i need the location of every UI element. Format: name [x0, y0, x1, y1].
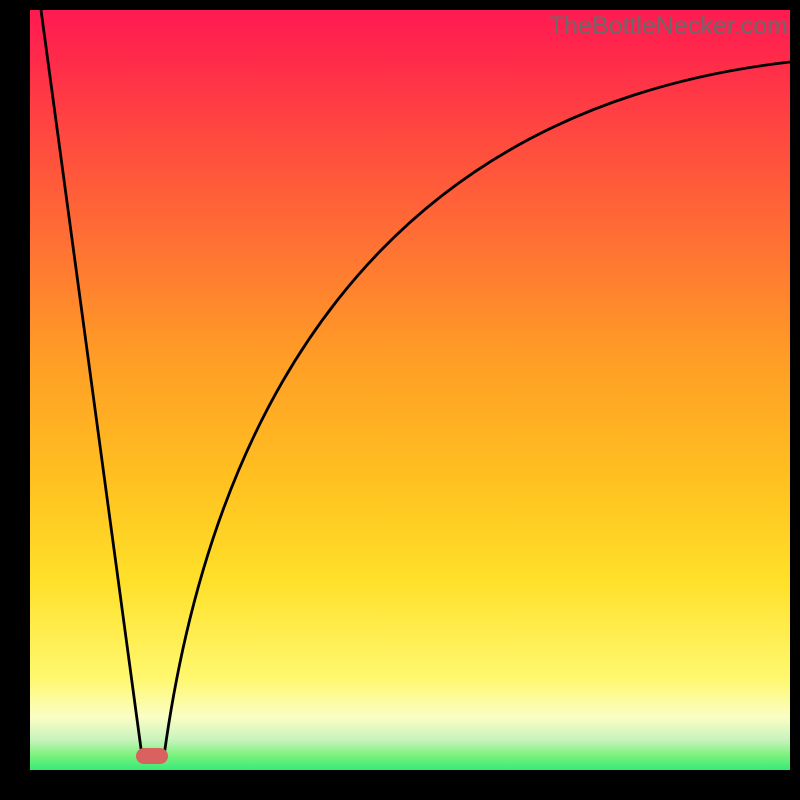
- watermark-text: TheBottleNecker.com: [549, 12, 788, 41]
- plot-area: [30, 10, 790, 770]
- curve-left-branch: [41, 10, 142, 756]
- curve-right-branch: [164, 62, 790, 756]
- optimal-marker: [136, 748, 168, 764]
- bottleneck-curve: [30, 10, 790, 770]
